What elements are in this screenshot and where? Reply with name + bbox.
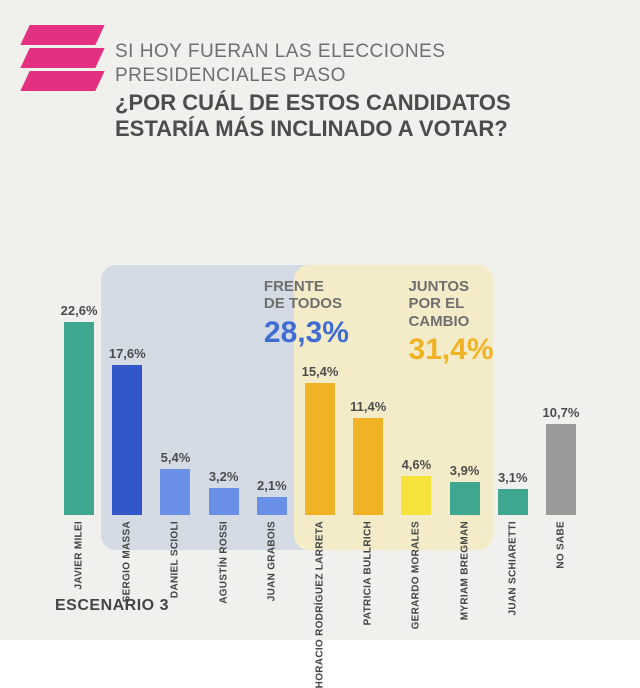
heading-block: SI HOY FUERAN LAS ELECCIONES PRESIDENCIA… bbox=[115, 40, 535, 142]
bar-value: 5,4% bbox=[161, 450, 191, 465]
bar-name-label: GERARDO MORALES bbox=[411, 521, 422, 629]
bar-rect bbox=[450, 482, 480, 515]
bar-value: 3,1% bbox=[498, 470, 528, 485]
bar: 2,1%JUAN GRABOIS bbox=[248, 478, 296, 515]
coalition-label: FRENTEDE TODOS28,3% bbox=[264, 278, 349, 350]
brand-logo bbox=[25, 25, 100, 94]
bar-name-label: JUAN SCHIARETTI bbox=[507, 521, 518, 616]
bar-value: 3,2% bbox=[209, 469, 239, 484]
bar-value: 2,1% bbox=[257, 478, 287, 493]
poll-chart: 22,6%JAVIER MILEI17,6%SERGIO MASSA5,4%DA… bbox=[55, 260, 585, 560]
bar-name-label: PATRICIA BULLRICH bbox=[363, 521, 374, 625]
bar-rect bbox=[112, 365, 142, 515]
bar: 5,4%DANIEL SCIOLI bbox=[151, 450, 199, 515]
bar-value: 4,6% bbox=[402, 457, 432, 472]
heading-subtitle: SI HOY FUERAN LAS ELECCIONES PRESIDENCIA… bbox=[115, 40, 535, 88]
heading-title: ¿POR CUÁL DE ESTOS CANDIDATOS ESTARÍA MÁ… bbox=[115, 90, 535, 143]
bar-name-label: NO SABE bbox=[555, 521, 566, 569]
bar-value: 15,4% bbox=[302, 364, 339, 379]
page: SI HOY FUERAN LAS ELECCIONES PRESIDENCIA… bbox=[0, 0, 640, 640]
bar-name-label: SERGIO MASSA bbox=[122, 521, 133, 602]
bar-rect bbox=[546, 424, 576, 515]
bar-name-label: JAVIER MILEI bbox=[74, 521, 85, 589]
bar-rect bbox=[498, 489, 528, 515]
bar: 3,1%JUAN SCHIARETTI bbox=[489, 470, 537, 515]
bar-name-label: HORACIO RODRÍGUEZ LARRETA bbox=[315, 521, 326, 688]
bar-value: 17,6% bbox=[109, 346, 146, 361]
bar: 22,6%JAVIER MILEI bbox=[55, 303, 103, 515]
bar: 11,4%PATRICIA BULLRICH bbox=[344, 399, 392, 515]
bar-value: 10,7% bbox=[543, 405, 580, 420]
bar: 17,6%SERGIO MASSA bbox=[103, 346, 151, 515]
bar-value: 11,4% bbox=[350, 399, 386, 414]
bar-name-label: JUAN GRABOIS bbox=[266, 521, 277, 601]
bar-name-label: DANIEL SCIOLI bbox=[170, 521, 181, 598]
bar-value: 3,9% bbox=[450, 463, 480, 478]
bar-name-label: MYRIAM BREGMAN bbox=[459, 521, 470, 620]
bar-rect bbox=[160, 469, 190, 515]
bar: 10,7%NO SABE bbox=[537, 405, 585, 515]
bar-rect bbox=[401, 476, 431, 515]
bar-rect bbox=[353, 418, 383, 515]
bar: 3,9%MYRIAM BREGMAN bbox=[441, 463, 489, 515]
bar: 15,4%HORACIO RODRÍGUEZ LARRETA bbox=[296, 364, 344, 515]
bar: 3,2%AGUSTÍN ROSSI bbox=[200, 469, 248, 515]
bar-rect bbox=[209, 488, 239, 515]
bar-rect bbox=[305, 383, 335, 515]
bar-name-label: AGUSTÍN ROSSI bbox=[218, 521, 229, 604]
bar-rect bbox=[64, 322, 94, 515]
bar: 4,6%GERARDO MORALES bbox=[392, 457, 440, 515]
bar-rect bbox=[257, 497, 287, 515]
scenario-label: ESCENARIO 3 bbox=[55, 597, 169, 615]
bar-value: 22,6% bbox=[61, 303, 98, 318]
coalition-label: JUNTOSPOR ELCAMBIO31,4% bbox=[408, 278, 493, 367]
